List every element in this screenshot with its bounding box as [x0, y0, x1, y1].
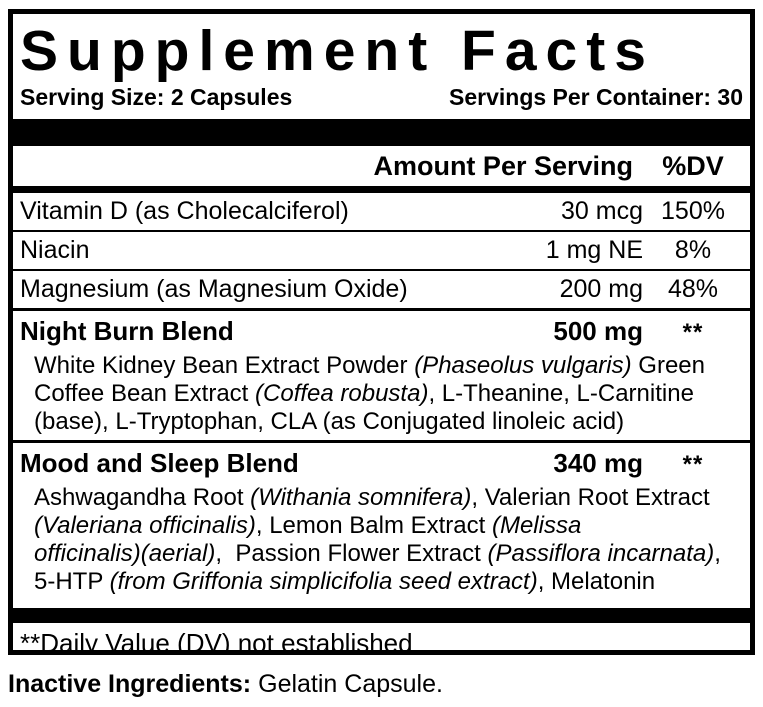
- panel-title: Supplement Facts: [20, 19, 655, 83]
- blend-dv: **: [682, 451, 704, 478]
- nutrient-dv: 150%: [661, 197, 725, 225]
- nutrient-dv: 8%: [674, 236, 712, 264]
- supplement-facts-panel: Supplement Facts Serving Size: 2 Capsule…: [8, 9, 755, 655]
- bottom-divider-bar: [13, 608, 750, 623]
- nutrient-amount: 30 mcg: [561, 197, 643, 225]
- serving-size: Serving Size: 2 Capsules: [20, 84, 293, 110]
- inactive-ingredients-line: Inactive Ingredients: Gelatin Capsule.: [8, 669, 443, 699]
- nutrient-name: Magnesium (as Magnesium Oxide): [20, 275, 408, 303]
- table-row-niacin: Niacin 1 mg NE 8%: [13, 232, 750, 271]
- top-divider-bar: [13, 119, 750, 146]
- blend-section-mood-and-sleep: Mood and Sleep Blend 340 mg ** Ashwagand…: [13, 443, 750, 600]
- servings-per-container: Servings Per Container: 30: [449, 84, 743, 110]
- nutrient-name: Niacin: [20, 236, 90, 264]
- nutrient-amount: 1 mg NE: [545, 236, 643, 264]
- blend-section-night-burn: Night Burn Blend 500 mg ** White Kidney …: [13, 311, 750, 443]
- facts-table: Amount Per Serving %DV Vitamin D (as Cho…: [13, 151, 750, 600]
- dv-footnote: **Daily Value (DV) not established: [20, 628, 413, 655]
- table-row-magnesium: Magnesium (as Magnesium Oxide) 200 mg 48…: [13, 271, 750, 311]
- blend-name: Night Burn Blend: [20, 316, 234, 346]
- blend-header-row: Mood and Sleep Blend 340 mg **: [13, 444, 750, 484]
- inactive-ingredients-value: Gelatin Capsule.: [258, 670, 443, 698]
- blend-ingredients: White Kidney Bean Extract Powder (Phaseo…: [34, 352, 705, 435]
- blend-dv: **: [682, 319, 704, 346]
- blend-amount: 340 mg: [553, 448, 643, 478]
- amount-per-serving-header: Amount Per Serving: [373, 151, 633, 181]
- nutrient-dv: 48%: [667, 275, 719, 303]
- blend-name: Mood and Sleep Blend: [20, 448, 299, 478]
- table-header-row: Amount Per Serving %DV: [13, 151, 750, 193]
- blend-header-row: Night Burn Blend 500 mg **: [13, 312, 750, 352]
- nutrient-name: Vitamin D (as Cholecalciferol): [20, 197, 349, 225]
- nutrient-amount: 200 mg: [559, 275, 643, 303]
- blend-amount: 500 mg: [553, 316, 643, 346]
- percent-dv-header: %DV: [662, 151, 724, 181]
- blend-ingredients: Ashwagandha Root (Withania somnifera), V…: [34, 484, 721, 595]
- inactive-ingredients-label: Inactive Ingredients:: [8, 670, 252, 698]
- table-row-vitamin-d: Vitamin D (as Cholecalciferol) 30 mcg 15…: [13, 193, 750, 232]
- serving-info-row: Serving Size: 2 Capsules Servings Per Co…: [20, 84, 743, 110]
